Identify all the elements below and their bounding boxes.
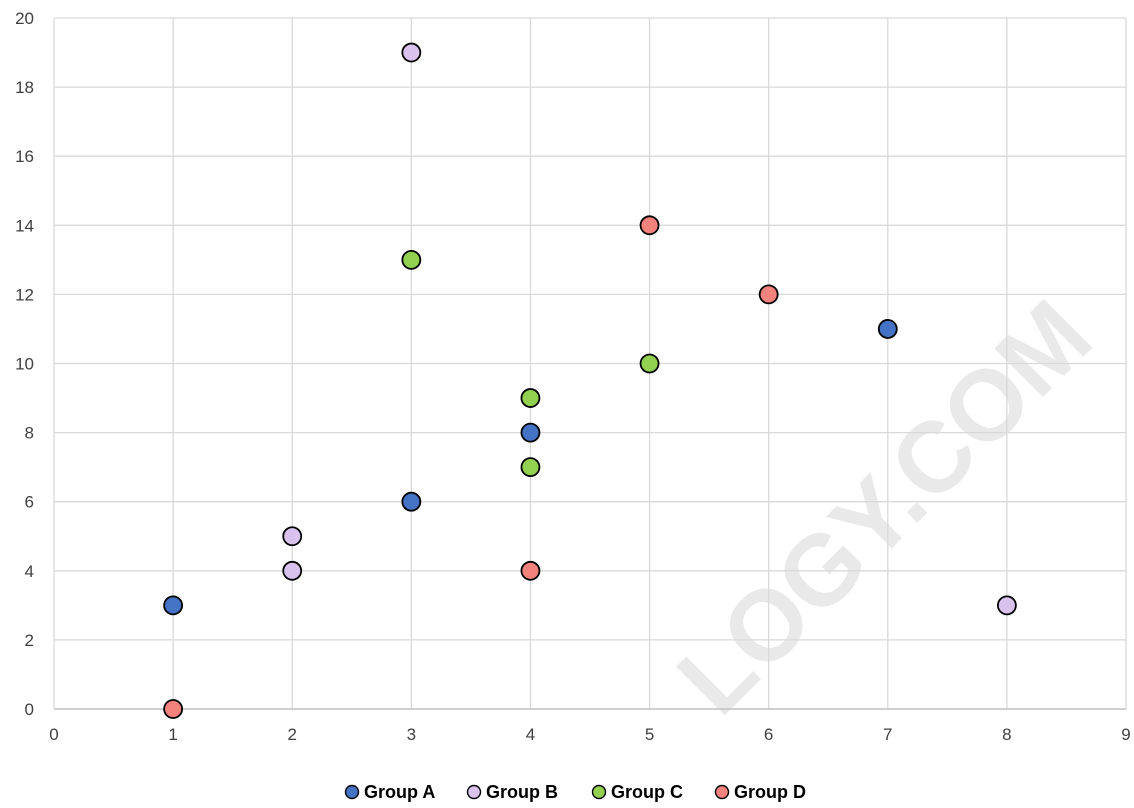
y-tick-label: 14 — [15, 216, 34, 235]
legend-marker — [591, 784, 607, 800]
data-point-group-c — [520, 457, 541, 478]
data-point-group-c — [401, 249, 422, 270]
data-point-group-b — [282, 560, 303, 581]
y-tick-label: 2 — [25, 631, 34, 650]
gridlines — [54, 17, 1127, 709]
data-point-group-d — [520, 560, 541, 581]
legend-label: Group D — [734, 782, 806, 802]
data-point-group-a — [877, 319, 898, 339]
x-tick-label: 0 — [49, 725, 58, 744]
y-tick-label: 4 — [25, 562, 34, 581]
y-tick-label: 8 — [25, 424, 34, 443]
data-points — [163, 42, 1017, 719]
x-tick-label: 8 — [1002, 725, 1011, 744]
data-point-group-d — [758, 284, 779, 305]
data-point-group-d — [163, 699, 184, 719]
x-tick-label: 5 — [645, 725, 654, 744]
legend-label: Group B — [486, 782, 558, 802]
legend: Group A Group B Group C Group D — [344, 782, 806, 802]
data-point-group-c — [520, 388, 541, 408]
data-point-group-b — [996, 595, 1017, 616]
data-point-group-a — [401, 491, 422, 512]
x-tick-label: 3 — [407, 725, 416, 744]
y-tick-label: 6 — [25, 493, 34, 512]
y-tick-label: 18 — [15, 78, 34, 97]
legend-label: Group A — [364, 782, 435, 802]
data-point-group-c — [639, 353, 660, 374]
data-point-group-b — [282, 526, 303, 547]
data-point-group-b — [401, 42, 422, 63]
legend-marker — [714, 784, 730, 800]
watermark: LOGY.COM — [656, 279, 1112, 735]
y-tick-label: 0 — [25, 700, 34, 719]
x-tick-label: 1 — [168, 725, 177, 744]
legend-label: Group C — [611, 782, 683, 802]
x-tick-label: 4 — [526, 725, 535, 744]
y-tick-label: 12 — [15, 285, 34, 304]
x-tick-label: 9 — [1121, 725, 1130, 744]
x-tick-label: 2 — [287, 725, 296, 744]
legend-marker — [344, 784, 360, 800]
data-point-group-a — [520, 422, 541, 443]
y-tick-label: 16 — [15, 147, 34, 166]
x-tick-label: 6 — [764, 725, 773, 744]
legend-marker — [466, 784, 482, 800]
data-point-group-a — [163, 595, 184, 616]
x-tick-label: 7 — [883, 725, 892, 744]
y-tick-label: 20 — [15, 9, 34, 28]
data-point-group-d — [639, 215, 660, 236]
y-tick-label: 10 — [15, 355, 34, 374]
